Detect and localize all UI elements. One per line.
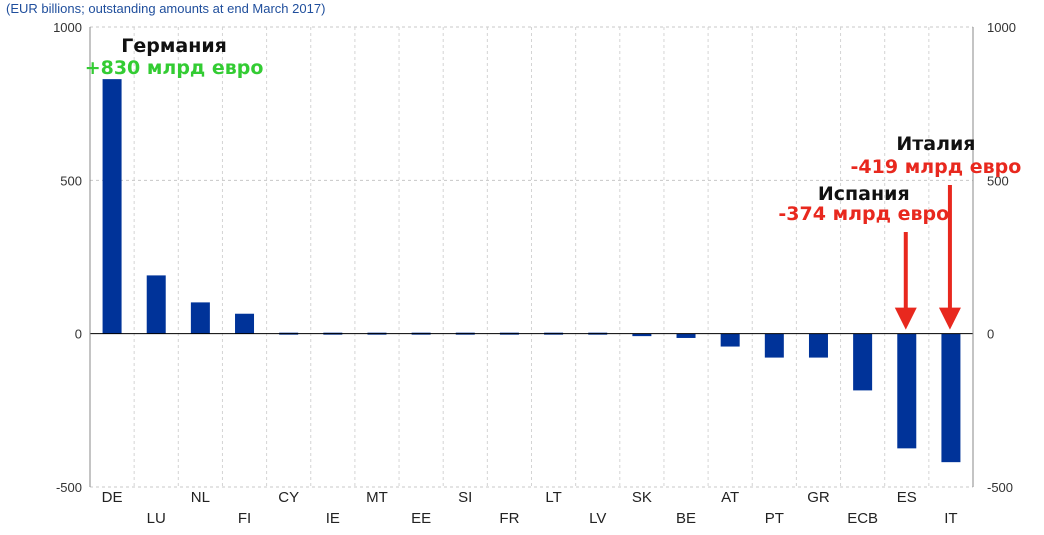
y-tick-label-left: 500	[60, 173, 82, 188]
annotation-layer: Германия+830 млрд евро Испания-374 млрд е…	[85, 35, 1022, 330]
x-category-label: ECB	[847, 510, 878, 527]
x-category-label: NL	[191, 489, 210, 506]
y-tick-label-right: 500	[987, 173, 1009, 188]
x-category-label: BE	[676, 510, 696, 527]
x-category-label: CY	[278, 489, 299, 506]
bar-be	[676, 333, 696, 338]
arrow-head-icon	[894, 307, 917, 330]
grid-layer	[90, 26, 973, 488]
x-category-label: GR	[807, 489, 830, 506]
annotation-value: -419 млрд евро	[851, 156, 1022, 178]
x-category-label: DE	[102, 489, 123, 506]
y-tick-label-left: 0	[75, 327, 82, 342]
bar-fi	[235, 313, 255, 334]
bar-pt	[764, 333, 784, 358]
y-tick-label-right: 1000	[987, 20, 1016, 35]
x-category-label: FR	[499, 510, 519, 527]
bar-layer	[102, 79, 961, 463]
annotation-country-name: Испания	[818, 183, 910, 205]
bar-at	[720, 333, 740, 347]
x-category-label: MT	[366, 489, 388, 506]
arrow-head-icon	[938, 307, 961, 330]
x-category-label: IT	[944, 510, 957, 527]
y-tick-label-left: -500	[56, 480, 82, 495]
bar-lu	[146, 275, 166, 334]
bar-es	[897, 333, 917, 449]
label-layer: DE LU NL FI CY IE MT EE SI FR LT LV SK BE AT PT GR ECB ES I…	[102, 489, 958, 527]
y-tick-label-right: -500	[987, 480, 1013, 495]
axis-layer: -500 -500 0 0 500 500 1000 1000	[53, 20, 1016, 495]
x-category-label: LV	[589, 510, 606, 527]
bar-nl	[190, 302, 210, 334]
annotation-country-name: Италия	[896, 133, 975, 155]
y-tick-label-right: 0	[987, 327, 994, 342]
annotation-value: -374 млрд евро	[778, 203, 949, 225]
x-category-label: LU	[147, 510, 166, 527]
x-category-label: ES	[897, 489, 917, 506]
annotation-country-name: Германия	[121, 35, 227, 57]
x-category-label: SK	[632, 489, 652, 506]
annotation-value: +830 млрд евро	[85, 57, 264, 79]
x-category-label: FI	[238, 510, 251, 527]
x-category-label: PT	[765, 510, 784, 527]
x-category-label: SI	[458, 489, 472, 506]
x-category-label: IE	[326, 510, 340, 527]
y-tick-label-left: 1000	[53, 20, 82, 35]
bar-gr	[808, 333, 828, 358]
x-category-label: AT	[721, 489, 739, 506]
x-category-label: EE	[411, 510, 431, 527]
bar-ecb	[853, 333, 873, 391]
chart-subtitle: (EUR billions; outstanding amounts at en…	[6, 1, 326, 16]
bar-de	[102, 79, 122, 334]
bar-sk	[632, 333, 652, 337]
x-category-label: LT	[545, 489, 561, 506]
bar-it	[941, 333, 961, 463]
